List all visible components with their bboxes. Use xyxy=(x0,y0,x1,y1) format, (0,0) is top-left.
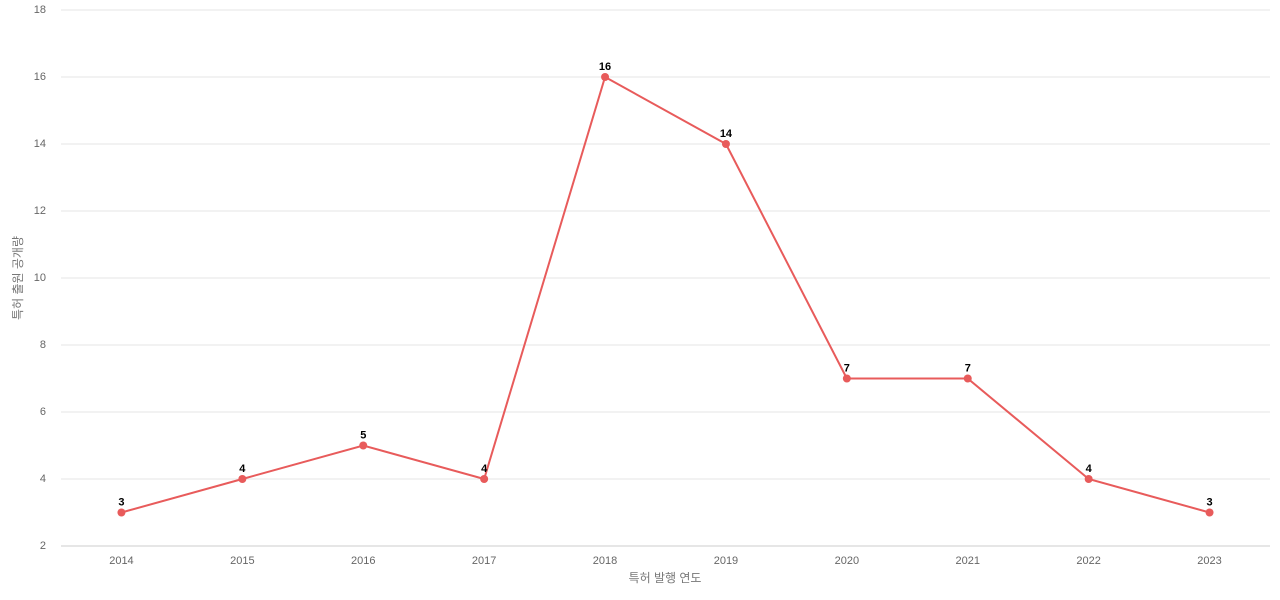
x-tick-label: 2022 xyxy=(1076,555,1100,567)
x-tick-label: 2021 xyxy=(956,555,980,567)
data-point xyxy=(238,475,247,483)
data-label: 4 xyxy=(1086,463,1093,475)
y-tick-label: 18 xyxy=(34,4,46,16)
data-point xyxy=(117,508,126,517)
y-tick-label: 4 xyxy=(40,473,46,485)
x-tick-label: 2017 xyxy=(472,555,496,567)
x-tick-label: 2019 xyxy=(714,555,738,567)
y-tick-label: 16 xyxy=(34,71,46,83)
y-tick-label: 8 xyxy=(40,339,46,351)
data-point xyxy=(359,441,368,450)
data-point xyxy=(721,140,730,148)
x-tick-label: 2023 xyxy=(1197,555,1221,567)
x-tick-label: 2014 xyxy=(109,555,133,567)
y-tick-label: 14 xyxy=(34,138,46,150)
data-point xyxy=(1205,508,1214,517)
data-point xyxy=(480,475,489,483)
data-label: 3 xyxy=(1206,496,1212,508)
x-tick-label: 2018 xyxy=(593,555,617,567)
data-point xyxy=(963,374,972,383)
data-line xyxy=(121,75,1210,514)
data-point xyxy=(601,73,610,81)
x-tick-label: 2016 xyxy=(351,555,375,567)
data-label: 4 xyxy=(239,463,246,475)
data-point xyxy=(842,374,851,383)
data-label: 16 xyxy=(599,61,611,73)
data-label: 7 xyxy=(965,362,971,374)
data-label: 7 xyxy=(844,362,850,374)
data-point xyxy=(1084,475,1093,483)
y-tick-label: 6 xyxy=(40,406,46,418)
data-label: 4 xyxy=(481,463,488,475)
data-label: 5 xyxy=(360,429,366,441)
x-tick-label: 2020 xyxy=(835,555,859,567)
x-axis-title: 특허 발행 연도 xyxy=(629,570,702,585)
y-tick-label: 12 xyxy=(34,205,46,217)
x-tick-label: 2015 xyxy=(230,555,254,567)
data-label: 3 xyxy=(118,496,124,508)
data-label: 14 xyxy=(720,128,733,140)
y-axis-title: 특허 출원 공개량 xyxy=(11,236,25,320)
y-tick-label: 10 xyxy=(34,272,46,284)
y-tick-label: 2 xyxy=(40,540,46,552)
